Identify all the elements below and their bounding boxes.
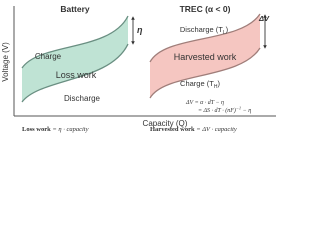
region-label: Loss work [56,70,97,80]
formula-rest: = η · capacity [52,126,88,133]
region-label: Harvested work [174,52,237,62]
panel-title: Battery [60,4,90,14]
charge-label: Charge (TH) [180,79,220,90]
panel-title: TREC (α < 0) [180,4,231,14]
equation-line-2: = ΔS · dT · (nF)−1 − η [198,106,251,115]
y-axis-label: Voltage (V) [1,42,10,82]
page: { "axes": {"y_label": "Voltage (V)", "x_… [1,4,276,133]
discharge-curve [21,43,129,103]
x-axis-label: Capacity (Q) [143,119,188,128]
eq-text: = ΔS · dT · (nF) [198,107,236,114]
formula-rest: = ΔV · capacity [196,126,237,133]
formula-bold: Loss work [22,126,51,133]
label-close: ) [226,25,229,34]
charge-curve [149,47,261,99]
loss-formula: Loss work = η · capacity [22,126,89,133]
label-subscript: L [223,30,226,36]
eq-superscript: −1 [236,106,241,111]
harvest-region [150,14,260,98]
label-text: Charge (T [180,79,214,88]
label-close: ) [217,79,220,88]
gap-label: ΔV [258,14,270,23]
label-subscript: H [214,84,218,90]
formula-bold: Harvested work [150,126,195,133]
gap-label: η [137,25,143,35]
loss-region [22,16,128,102]
equation-line-1: ΔV = α · dT − η [185,100,224,106]
discharge-curve [149,13,261,63]
charge-label: Charge [35,52,62,61]
discharge-label: Discharge [64,94,101,103]
label-text: Discharge (T [180,25,223,34]
harvest-formula: Harvested work = ΔV · capacity [150,126,237,133]
eq-close: − η [241,108,251,114]
charge-curve [21,15,129,69]
discharge-label: Discharge (TL) [180,25,229,36]
figure: Voltage (V) Capacity (Q) Battery Charge … [1,4,276,133]
